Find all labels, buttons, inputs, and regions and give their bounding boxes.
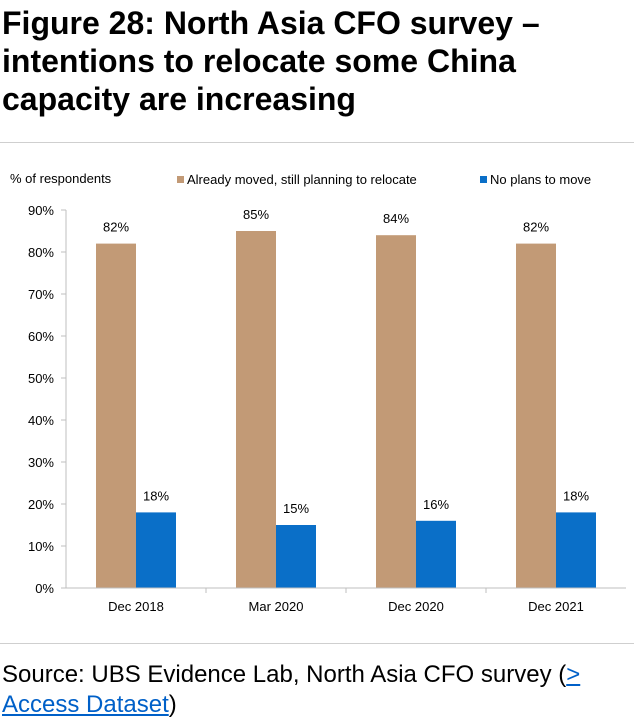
bar (376, 235, 416, 588)
y-tick-label: 30% (28, 455, 54, 470)
data-label: 15% (283, 501, 309, 516)
x-tick-label: Dec 2021 (528, 599, 584, 614)
legend-swatch (480, 176, 487, 183)
y-axis-ticks: 0% 10% 20% 30% 40% 50% 60% 70% 80% 90% (28, 203, 67, 596)
bar (416, 520, 456, 588)
figure-title: Figure 28: North Asia CFO survey – inten… (2, 5, 540, 117)
y-tick-label: 40% (28, 413, 54, 428)
bar (236, 231, 276, 588)
source-close: ) (168, 691, 177, 718)
data-label: 82% (523, 220, 549, 235)
bar (276, 525, 316, 588)
y-tick-label: 80% (28, 245, 54, 260)
source-note: Source: UBS Evidence Lab, North Asia CFO… (2, 660, 638, 720)
source-text: Source: UBS Evidence Lab, North Asia CFO… (2, 661, 567, 688)
y-tick-label: 90% (28, 203, 54, 218)
x-tick-label: Mar 2020 (249, 599, 304, 614)
y-tick-label: 60% (28, 329, 54, 344)
legend: Already moved, still planning to relocat… (177, 172, 591, 187)
bar (96, 243, 136, 588)
x-tick-label: Dec 2018 (108, 599, 164, 614)
data-label: 85% (243, 207, 269, 222)
y-axis-label: % of respondents (10, 171, 112, 186)
x-axis-ticks: Dec 2018 Mar 2020 Dec 2020 Dec 2021 (108, 588, 584, 614)
bar (136, 512, 176, 588)
bars: 82% 18% 85% 15% 84% 16% 82% 18% (96, 207, 596, 588)
bar (556, 512, 596, 588)
y-tick-label: 10% (28, 539, 54, 554)
legend-label: Already moved, still planning to relocat… (187, 172, 417, 187)
data-label: 18% (143, 488, 169, 503)
access-dataset-link[interactable]: > Access Dataset (2, 661, 581, 718)
legend-label: No plans to move (490, 172, 591, 187)
x-tick-label: Dec 2020 (388, 599, 444, 614)
y-tick-label: 50% (28, 371, 54, 386)
data-label: 84% (383, 211, 409, 226)
bottom-divider (0, 643, 634, 644)
y-tick-label: 70% (28, 287, 54, 302)
data-label: 82% (103, 220, 129, 235)
data-label: 16% (423, 497, 449, 512)
y-tick-label: 20% (28, 497, 54, 512)
bar-chart: % of respondents Already moved, still pl… (10, 171, 626, 614)
bar (516, 243, 556, 588)
legend-swatch (177, 176, 184, 183)
y-tick-label: 0% (35, 581, 54, 596)
top-divider (0, 142, 634, 143)
data-label: 18% (563, 488, 589, 503)
